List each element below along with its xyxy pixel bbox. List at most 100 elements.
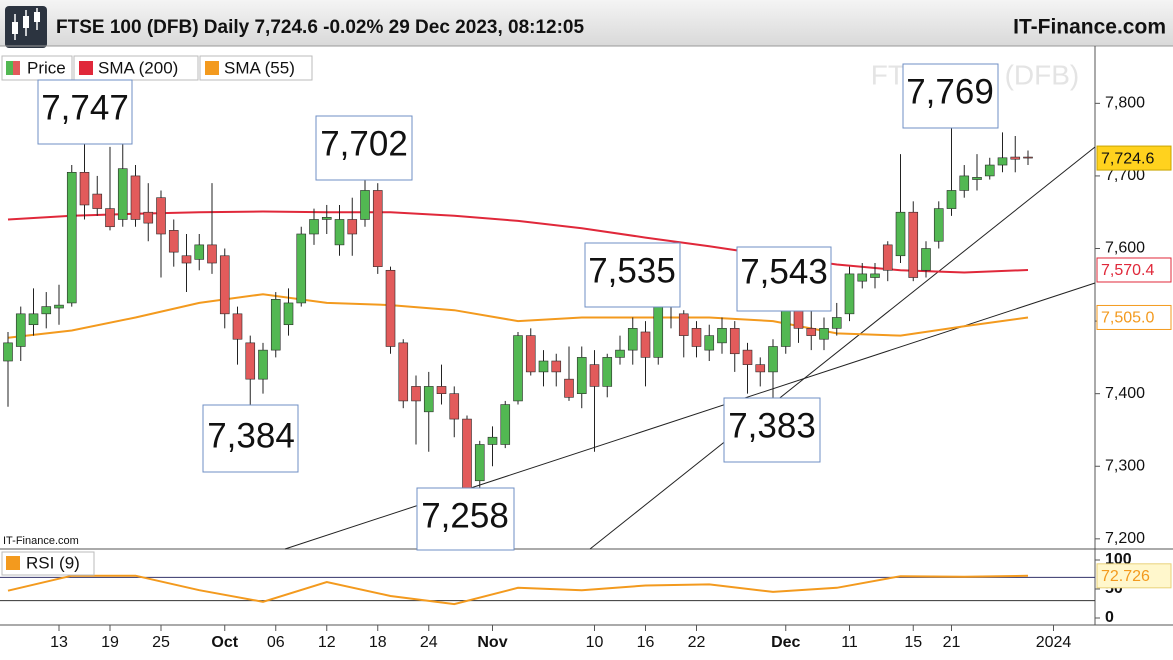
value-tag-box <box>1096 257 1172 283</box>
x-tick-label: 24 <box>420 634 438 651</box>
y-tick-label: 7,400 <box>1105 385 1145 402</box>
legend-label: Price <box>27 58 66 77</box>
candle-body <box>385 269 396 347</box>
candle-body <box>117 168 128 220</box>
candle-body <box>551 360 562 373</box>
annotation: 7,543 <box>740 252 828 291</box>
candle-body <box>946 190 957 209</box>
candle-body <box>525 335 536 373</box>
candle-body <box>79 171 90 206</box>
candle-body <box>755 364 766 373</box>
candle-body <box>678 313 689 336</box>
legend-swatch <box>6 556 20 570</box>
candle-body <box>564 378 574 398</box>
candle-body <box>372 190 383 267</box>
candle-body <box>309 219 319 235</box>
value-tag-box <box>1096 304 1172 330</box>
annotation: 7,384 <box>207 416 295 455</box>
annotation-box <box>736 246 832 312</box>
value-tag: 7,570.4 <box>1101 262 1154 279</box>
candle-body <box>959 175 970 191</box>
candle-body <box>997 157 1008 166</box>
candle-body <box>806 328 817 336</box>
annotation: 7,258 <box>421 496 509 535</box>
candle-body <box>3 342 13 362</box>
candle-body <box>768 346 778 373</box>
candle-body <box>321 216 332 220</box>
y-tick-label: 7,800 <box>1105 95 1145 112</box>
candle-body <box>462 418 472 492</box>
candle-body <box>258 349 268 380</box>
rsi-line <box>7 574 1029 606</box>
candle-body <box>819 328 829 340</box>
value-tag: 7,505.0 <box>1101 310 1154 327</box>
annotation-box <box>723 397 821 463</box>
candle-body <box>411 386 421 402</box>
y-tick-label: 7,300 <box>1105 457 1145 474</box>
value-tag: 72.726 <box>1101 568 1150 585</box>
legend-swatch <box>6 61 13 75</box>
x-tick-label: 16 <box>637 634 655 651</box>
y-tick-label: 7,700 <box>1105 167 1145 184</box>
annotation-box <box>902 63 999 129</box>
candle-body <box>627 328 638 351</box>
x-tick-label: 13 <box>50 634 68 651</box>
candle-body <box>219 255 230 315</box>
candle-body <box>168 230 179 253</box>
x-tick-label: Dec <box>771 634 800 651</box>
candle-body <box>296 233 307 304</box>
source: IT-Finance.com <box>1013 16 1166 39</box>
candle-body <box>500 404 511 445</box>
annotation: 7,769 <box>906 72 994 111</box>
marks: 7,2007,3007,4007,5007,6007,7007,80013192… <box>0 95 1172 651</box>
candle-body <box>589 364 600 387</box>
value-tag: 7,724.6 <box>1101 150 1154 167</box>
candle-body <box>1010 156 1021 160</box>
candle-body <box>742 349 753 365</box>
x-tick-label: 15 <box>904 634 922 651</box>
legend-label: SMA (200) <box>98 58 178 77</box>
legend-swatch <box>13 61 20 75</box>
legend-swatch <box>205 61 219 75</box>
annotation: 7,747 <box>41 88 129 127</box>
credit: IT-Finance.com <box>3 535 79 547</box>
annotation-box <box>584 242 681 308</box>
candle-body <box>933 208 944 242</box>
annotation: 7,702 <box>320 124 408 163</box>
candle-body <box>232 313 243 340</box>
legend-box <box>73 55 199 81</box>
header-bar <box>0 0 1173 46</box>
annotation-box <box>37 79 133 145</box>
candle-body <box>28 313 39 326</box>
legend-label: RSI (9) <box>26 553 80 572</box>
candle-body <box>895 211 906 257</box>
candle-body <box>640 331 651 358</box>
candle-body <box>360 190 370 220</box>
chart-title: FTSE 100 (DFB) Daily 7,724.6 -0.02% 29 D… <box>56 17 584 38</box>
sma-line <box>7 293 1029 339</box>
candle-body <box>984 164 995 177</box>
x-tick-label: 18 <box>369 634 387 651</box>
x-tick-label: 22 <box>688 634 706 651</box>
y-tick-label: 0 <box>1105 609 1114 626</box>
sma-line <box>7 210 1029 274</box>
candle-body <box>972 177 982 180</box>
candle-body <box>54 304 64 309</box>
candle-body <box>347 219 358 235</box>
candle-body <box>704 335 715 351</box>
value-tag-box <box>1096 563 1172 589</box>
annotation: 7,535 <box>588 251 676 290</box>
y-tick-label: 7,200 <box>1105 530 1145 547</box>
candle-body <box>283 302 294 326</box>
x-tick-label: 10 <box>586 634 604 651</box>
candle-body <box>181 255 192 264</box>
annotation-box <box>416 487 515 551</box>
annotations: 7,747 7,702 7,384 7,258 7,535 7,543 7,38… <box>37 63 999 551</box>
candle-body <box>729 328 740 355</box>
candle-body <box>831 317 842 329</box>
candle-body <box>921 248 931 271</box>
candle-body <box>423 386 434 413</box>
x-tick-label: 25 <box>152 634 170 651</box>
candle-body <box>245 342 256 380</box>
candle-body <box>156 197 166 235</box>
